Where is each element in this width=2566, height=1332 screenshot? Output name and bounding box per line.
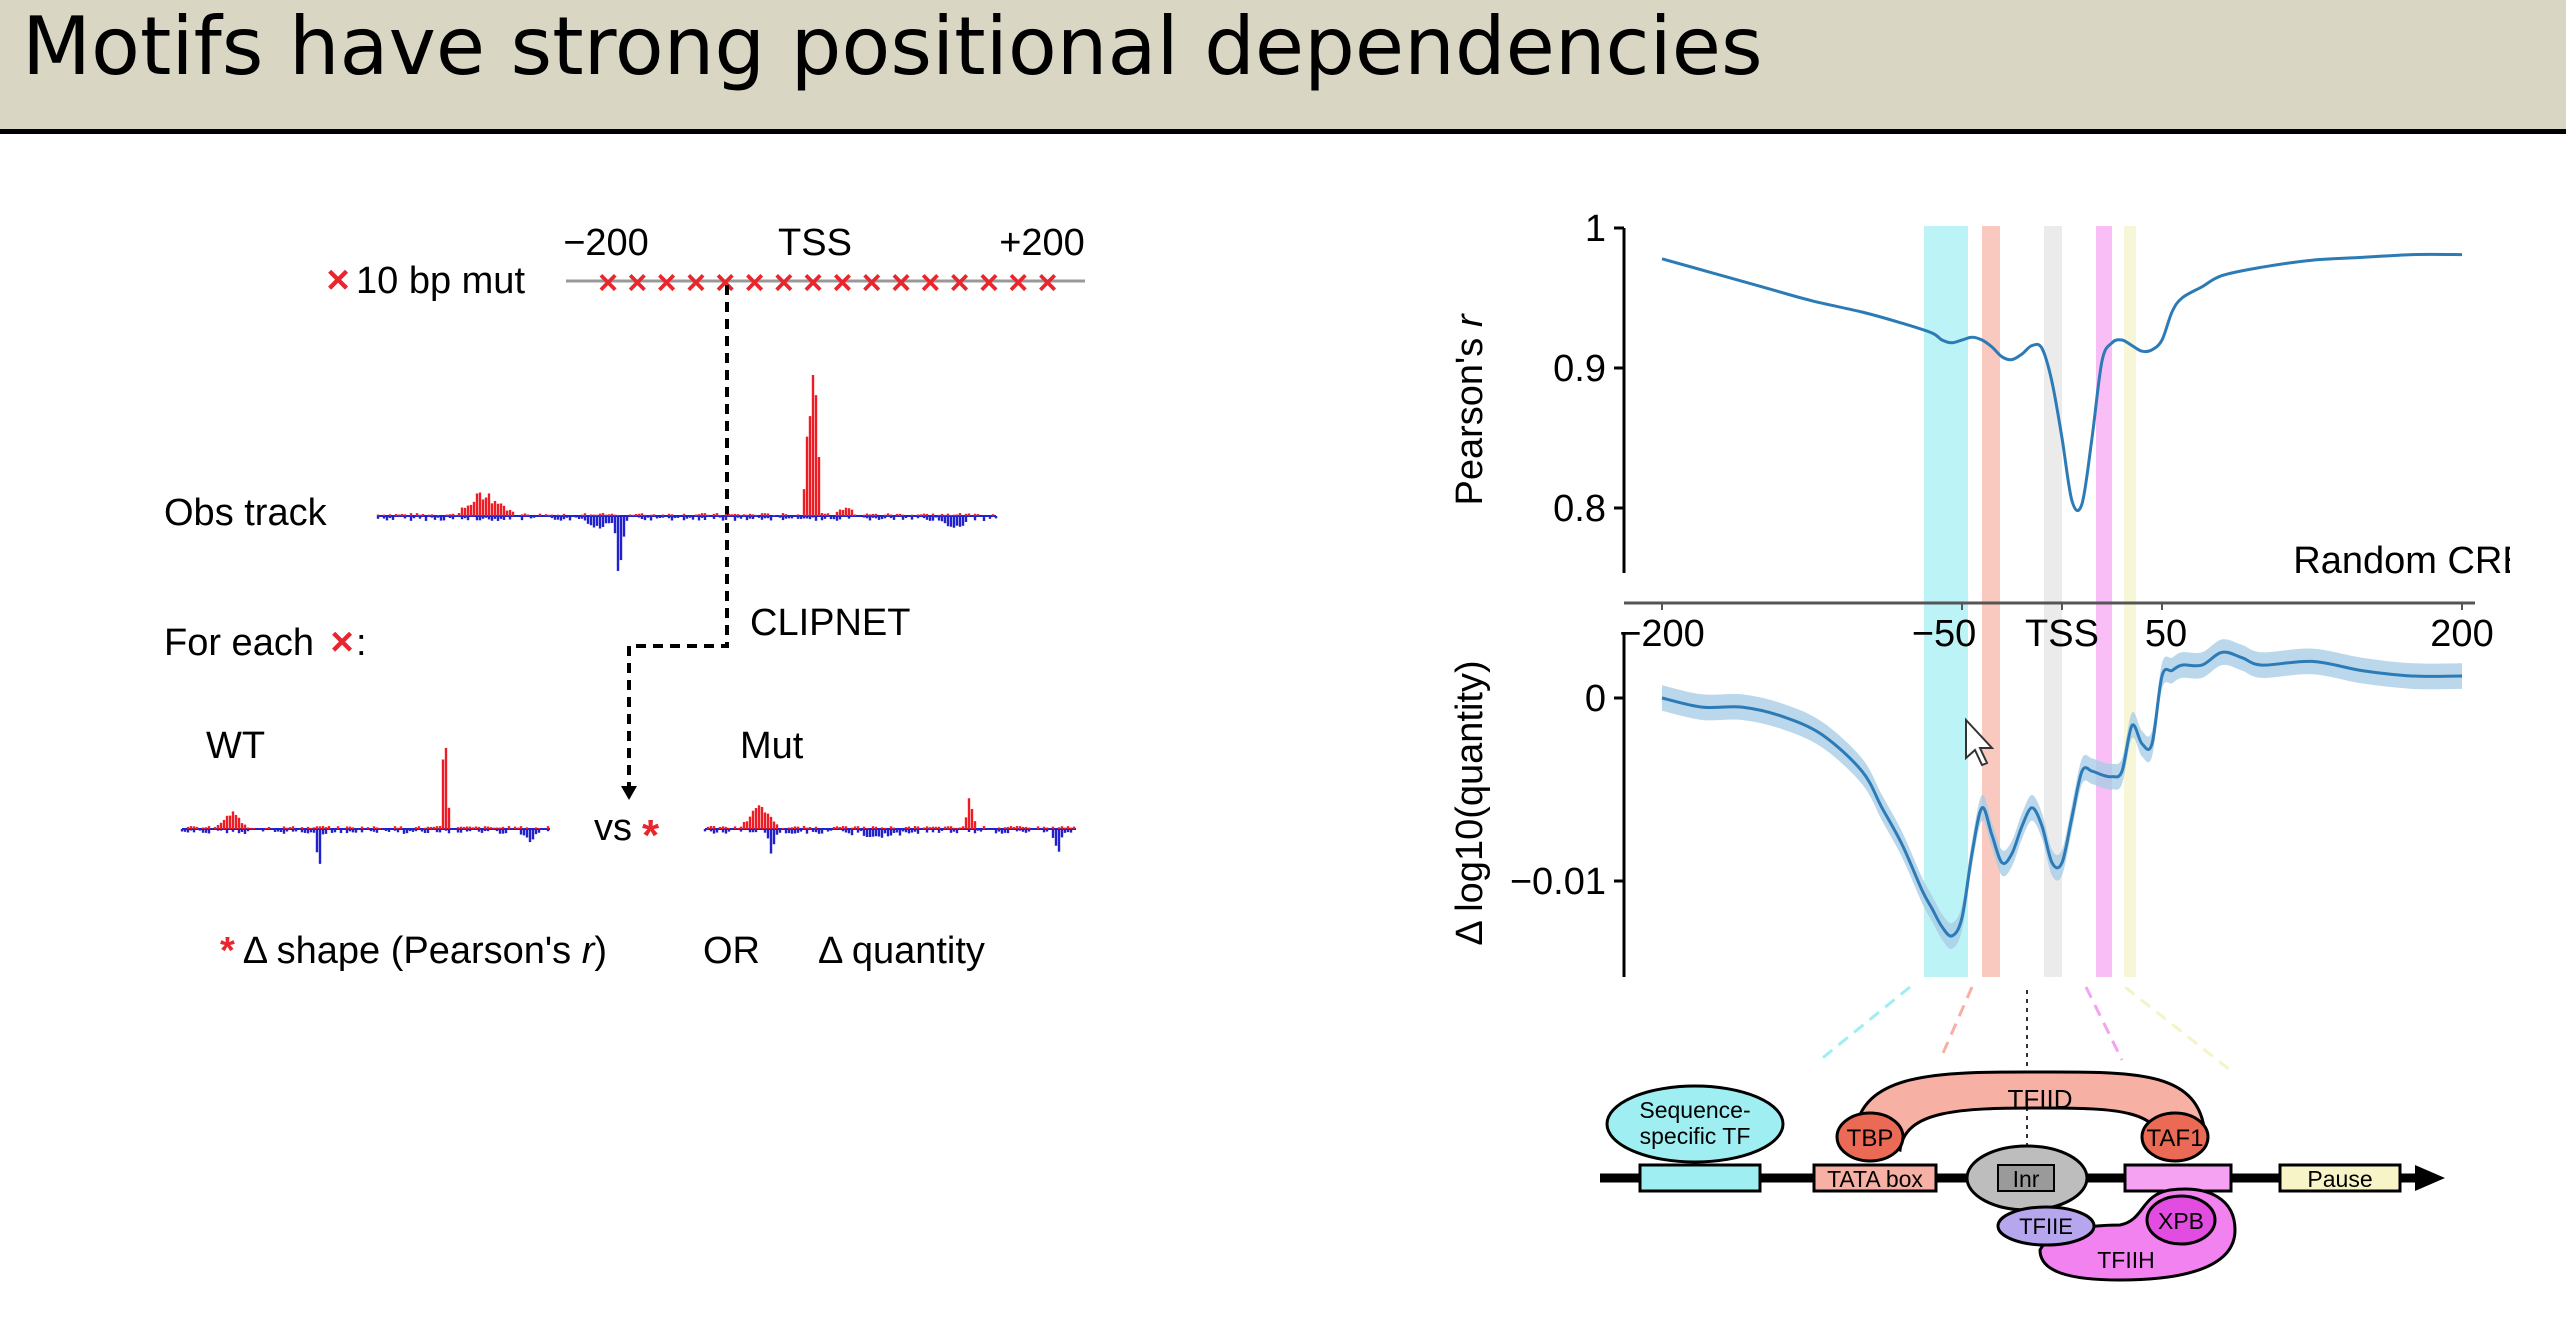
obs-track-label: Obs track: [164, 492, 328, 534]
tbp-label: TBP: [1847, 1125, 1894, 1152]
seq-tf-site: [1638, 1163, 1762, 1193]
mutation-marker: ×: [627, 264, 647, 302]
dpe-site: [2123, 1163, 2233, 1193]
promoter-diagram: TFIID TBP TAF1 Sequence- specific TF TAT…: [1600, 1070, 2445, 1282]
quantity-metric: Δ quantity: [818, 930, 985, 972]
bottom-ytick-label: −0.01: [1510, 861, 1606, 903]
top-series-line: [1661, 252, 2463, 512]
for-each-colon: :: [356, 622, 367, 664]
top-y-ticks: 1 0.9 0.8: [1553, 208, 1624, 530]
x-ticks: −200 −50 TSS 50 200: [1619, 603, 2494, 655]
mut-legend-label: 10 bp mut: [356, 260, 525, 302]
mutation-marker: ×: [979, 264, 999, 302]
taf1-shape: [2140, 1111, 2210, 1163]
mutation-marker: ×: [950, 264, 970, 302]
bottom-ylabel: Δ log10(quantity): [1449, 660, 1491, 945]
arrow-head: [621, 786, 637, 800]
slide-title-bar: Motifs have strong positional dependenci…: [0, 0, 2566, 134]
mutation-marker: ×: [745, 264, 765, 302]
connector-pause: [2124, 985, 2231, 1072]
wt-track: [180, 747, 550, 864]
top-chart-note: Random CREs: [2293, 540, 2510, 582]
tata-box-label: TATA box: [1827, 1166, 1923, 1192]
xpb-shape: [2145, 1194, 2217, 1246]
xpb-label: XPB: [2158, 1208, 2204, 1234]
bottom-y-ticks: 0 −0.01: [1510, 678, 1624, 903]
connector-tata: [1938, 986, 1974, 1061]
xtick-label: 200: [2430, 613, 2493, 655]
mutation-marker: ×: [1008, 264, 1028, 302]
xtick-label: −50: [1912, 613, 1976, 655]
mutation-marker: ×: [715, 264, 735, 302]
seq-tf-label-line2: specific TF: [1640, 1123, 1751, 1149]
pos-end-label: +200: [999, 222, 1085, 264]
model-label: CLIPNET: [750, 602, 910, 644]
pos-tss-label: TSS: [778, 222, 852, 264]
or-label: OR: [703, 930, 760, 972]
wt-label: WT: [206, 725, 265, 767]
slide-title: Motifs have strong positional dependenci…: [22, 0, 1763, 93]
inr-label: Inr: [2013, 1166, 2040, 1192]
top-ytick-label: 0.9: [1553, 348, 1606, 390]
vs-label: vs: [594, 807, 632, 849]
pause-label: Pause: [2307, 1166, 2372, 1192]
vs-star: *: [642, 811, 660, 860]
mouse-cursor-icon: [1965, 717, 1995, 767]
mutation-marker: ×: [832, 264, 852, 302]
svg-text:Pearson's r: Pearson's r: [1449, 313, 1491, 505]
right-figure: 1 0.9 0.8 Pearson's r Random CREs −200 −50 T…: [1449, 208, 2510, 1282]
shape-metric-suffix: ): [594, 930, 607, 972]
tfiih-label: TFIIH: [2097, 1247, 2155, 1273]
mutation-marks: × × × × × × × × × × × × × × × ×: [598, 264, 1057, 302]
mut-track: [703, 798, 1076, 854]
tfiie-shape: [1996, 1205, 2096, 1247]
for-each-marker: ×: [330, 620, 353, 664]
top-ylabel: Pearson's: [1449, 327, 1491, 505]
mutation-marker: ×: [686, 264, 706, 302]
top-ytick-label: 0.8: [1553, 488, 1606, 530]
seq-tf-label-line1: Sequence-: [1639, 1097, 1750, 1123]
xtick-label: −200: [1619, 613, 1705, 655]
tbp-shape: [1835, 1111, 1905, 1163]
for-each-label: For each: [164, 622, 314, 664]
top-ytick-label: 1: [1585, 208, 1606, 250]
mutation-marker: ×: [774, 264, 794, 302]
mut-track-label: Mut: [740, 725, 804, 767]
metric-star: *: [220, 930, 235, 972]
xtick-label: 50: [2145, 613, 2187, 655]
dna-arrow-head: [2415, 1165, 2445, 1191]
mutation-marker: ×: [891, 264, 911, 302]
seq-tf-shape: [1605, 1084, 1785, 1164]
bottom-ytick-label: 0: [1585, 678, 1606, 720]
mutation-marker: ×: [920, 264, 940, 302]
tfiie-label: TFIIE: [2019, 1214, 2073, 1239]
mutation-marker: ×: [657, 264, 677, 302]
mutation-marker: ×: [1038, 264, 1058, 302]
mut-marker-legend: ×: [326, 258, 349, 302]
left-schematic: −200 TSS +200 × 10 bp mut × × × × × × × × × × × × × ×…: [164, 222, 1085, 972]
mutation-marker: ×: [803, 264, 823, 302]
mutation-marker: ×: [598, 264, 618, 302]
tfiid-label: TFIID: [2008, 1084, 2073, 1114]
pos-start-label: −200: [563, 222, 649, 264]
mutation-marker: ×: [862, 264, 882, 302]
xtick-label: TSS: [2025, 613, 2099, 655]
shape-metric-prefix: Δ shape (Pearson's: [243, 930, 582, 972]
connector-dpe: [2084, 986, 2124, 1061]
tata-box: [1812, 1163, 1938, 1193]
inr-box: [1997, 1164, 2055, 1192]
bottom-series-line: [1661, 650, 2463, 938]
shape-metric-r: r: [582, 930, 596, 972]
pause-box: [2278, 1163, 2402, 1193]
top-ylabel-r: r: [1449, 313, 1491, 327]
connector-seq-tf: [1819, 985, 1911, 1062]
obs-track: [376, 375, 998, 571]
dashed-arrow-path: [627, 285, 729, 788]
svg-text:*Δ shape (Pearson's r): * Δ shape (Pearson's r): [220, 930, 607, 972]
taf1-label: TAF1: [2147, 1125, 2204, 1152]
bottom-confidence-band: [1662, 639, 2462, 949]
